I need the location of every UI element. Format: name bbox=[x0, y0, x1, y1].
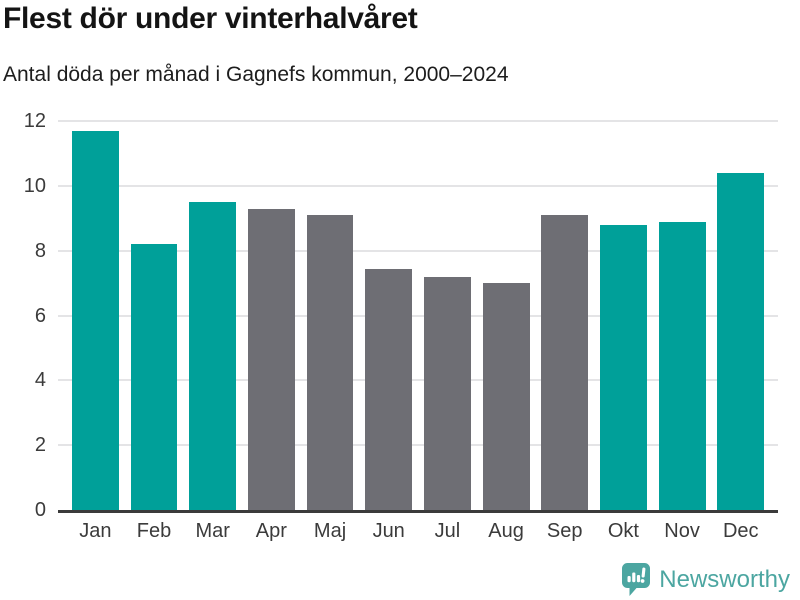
bar-dec bbox=[717, 172, 765, 510]
bar-jul bbox=[423, 276, 471, 510]
bar-jun bbox=[365, 268, 413, 510]
y-axis: 0 2 4 6 8 10 12 bbox=[0, 111, 46, 520]
chart-subtitle: Antal döda per månad i Gagnefs kommun, 2… bbox=[3, 63, 509, 86]
bar-band-jan bbox=[66, 121, 125, 510]
chart-title: Flest dör under vinterhalvåret bbox=[3, 2, 418, 35]
x-axis: Jan Feb Mar Apr Maj Jun Jul Aug Sep Okt Nov Dec bbox=[66, 515, 770, 547]
bar-chart-speech-bubble-icon bbox=[621, 562, 651, 597]
y-tick-label-2: 2 bbox=[34, 434, 46, 457]
bar-mar bbox=[189, 202, 237, 510]
y-tick-label-6: 6 bbox=[34, 304, 46, 327]
x-tick-label-mar: Mar bbox=[195, 520, 230, 542]
bar-aug bbox=[482, 283, 530, 510]
bar-band-jun bbox=[359, 121, 418, 510]
bar-maj bbox=[306, 215, 354, 510]
x-tick-label-apr: Apr bbox=[255, 520, 287, 542]
gridline-y4 bbox=[58, 379, 778, 382]
x-tick-label-maj: Maj bbox=[313, 520, 347, 542]
x-tick-label-nov: Nov bbox=[664, 520, 700, 542]
x-tick-label-dec: Dec bbox=[722, 520, 759, 542]
x-tick-label-okt: Okt bbox=[607, 520, 639, 542]
bar-band-aug bbox=[477, 121, 536, 510]
x-tick-label-aug: Aug bbox=[488, 520, 524, 542]
gridline-y12 bbox=[58, 120, 778, 122]
bar-okt bbox=[599, 224, 647, 510]
bar-band-nov bbox=[653, 121, 712, 510]
x-tick-label-jan: Jan bbox=[79, 520, 112, 542]
bar-band-maj bbox=[301, 121, 360, 510]
x-tick-label-sep: Sep bbox=[546, 520, 583, 542]
bar-band-mar bbox=[183, 121, 242, 510]
gridline-y6 bbox=[58, 314, 778, 317]
bar-band-jul bbox=[418, 121, 477, 510]
plot-area bbox=[58, 120, 778, 513]
x-tick-label-jun: Jun bbox=[372, 520, 405, 542]
gridline-y10 bbox=[58, 184, 778, 187]
bar-feb bbox=[130, 244, 178, 510]
brand-name: Newsworthy bbox=[659, 565, 790, 593]
bar-band-okt bbox=[594, 121, 653, 510]
bar-band-dec bbox=[711, 121, 770, 510]
bar-apr bbox=[247, 208, 295, 510]
y-tick-label-10: 10 bbox=[23, 174, 46, 197]
bar-band-feb bbox=[125, 121, 184, 510]
newsworthy-logo: Newsworthy bbox=[621, 562, 790, 597]
gridline-y2 bbox=[58, 444, 778, 447]
gridline-y8 bbox=[58, 249, 778, 252]
bar-nov bbox=[658, 221, 706, 510]
x-tick-label-jul: Jul bbox=[434, 520, 461, 542]
y-tick-label-12: 12 bbox=[23, 110, 46, 132]
bar-series bbox=[66, 121, 770, 510]
bar-band-apr bbox=[242, 121, 301, 510]
y-tick-label-0: 0 bbox=[34, 499, 46, 521]
bar-jan bbox=[71, 130, 119, 510]
y-tick-label-8: 8 bbox=[34, 239, 46, 262]
bar-band-sep bbox=[535, 121, 594, 510]
y-tick-label-4: 4 bbox=[34, 369, 46, 392]
bar-sep bbox=[541, 215, 589, 510]
x-tick-label-feb: Feb bbox=[136, 520, 172, 542]
